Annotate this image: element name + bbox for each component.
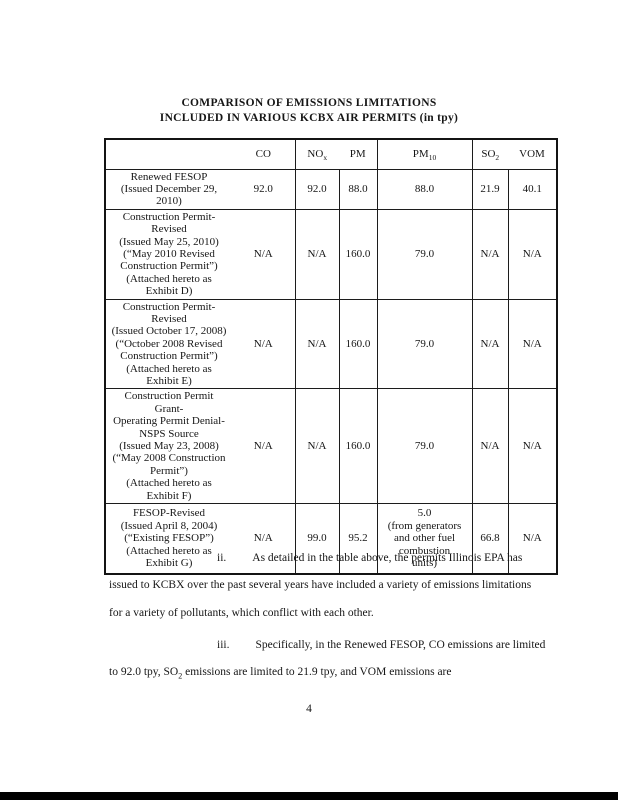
- vom-value-cell: 40.1: [507, 168, 558, 210]
- paragraph-iii-text-end: emissions are limited to 21.9 tpy, and V…: [182, 666, 452, 679]
- nox-value-cell: 92.0: [294, 168, 340, 210]
- nox-value-cell: N/A: [294, 388, 340, 505]
- emissions-table: CO NOx PM PM10 SO2 VOM Renewed FESOP (Is…: [104, 138, 558, 575]
- nox-value-cell: N/A: [294, 208, 340, 300]
- pm-value-cell: 160.0: [338, 298, 378, 390]
- page-number: 4: [306, 703, 312, 715]
- col-header-nox-subscript: x: [323, 153, 328, 163]
- scan-artifact-bottom-bar: [0, 792, 618, 800]
- nox-value-cell: N/A: [294, 298, 340, 390]
- paragraph-iii-number: iii.: [217, 639, 230, 651]
- paragraph-ii-number: ii.: [217, 552, 227, 564]
- vom-value-cell: N/A: [507, 503, 558, 575]
- permit-name-cell: FESOP-Revised (Issued April 8, 2004) (“E…: [104, 503, 232, 575]
- so2-subscript: 2: [178, 671, 183, 681]
- document-title: COMPARISON OF EMISSIONS LIMITATIONS INCL…: [0, 96, 618, 125]
- co-value-cell: N/A: [232, 298, 296, 390]
- permit-name-cell: Construction Permit-Revised (Issued May …: [104, 208, 232, 300]
- pm10-value-cell: 88.0: [376, 168, 473, 210]
- pm-value-cell: 160.0: [338, 388, 378, 505]
- pm10-value-cell: 79.0: [376, 298, 473, 390]
- col-header-co-label: CO: [255, 148, 271, 161]
- col-header-pm10-label: PM: [412, 148, 429, 161]
- col-header-pm10: PM10: [376, 138, 473, 170]
- pm10-value-cell: 79.0: [376, 208, 473, 300]
- table-row-october-2008-permit: Construction Permit-Revised (Issued Octo…: [104, 298, 558, 390]
- title-line-2: INCLUDED IN VARIOUS KCBX AIR PERMITS (in…: [159, 111, 459, 124]
- co-value-cell: N/A: [232, 208, 296, 300]
- co-value-cell: 92.0: [232, 168, 296, 210]
- title-line-1: COMPARISON OF EMISSIONS LIMITATIONS: [181, 97, 437, 109]
- vom-value-cell: N/A: [507, 298, 558, 390]
- paragraph-iii: iii. Specifically, in the Renewed FESOP, …: [109, 632, 546, 687]
- table-row-may-2008-permit: Construction Permit Grant- Operating Per…: [104, 388, 558, 505]
- so2-value-cell: 21.9: [471, 168, 509, 210]
- col-header-vom: VOM: [508, 138, 558, 170]
- so2-value-cell: N/A: [471, 388, 509, 505]
- table-row-existing-fesop: FESOP-Revised (Issued April 8, 2004) (“E…: [104, 503, 558, 575]
- col-header-vom-label: VOM: [519, 148, 545, 161]
- col-header-so2-label: SO: [481, 148, 496, 161]
- so2-value-cell: N/A: [471, 298, 509, 390]
- co-value-cell: N/A: [232, 388, 296, 505]
- pm10-value-cell: 79.0: [376, 388, 473, 505]
- paragraph-ii-text: As detailed in the table above, the perm…: [109, 552, 532, 619]
- pm-value-cell: 88.0: [338, 168, 378, 210]
- co-value-cell: N/A: [232, 503, 296, 575]
- col-header-co: CO: [232, 138, 296, 170]
- header-row: CO NOx PM PM10 SO2 VOM: [104, 138, 558, 170]
- permit-name-cell: Renewed FESOP (Issued December 29, 2010): [104, 168, 232, 210]
- col-header-so2: SO2: [471, 138, 508, 170]
- paragraph-ii: ii. As detailed in the table above, the p…: [109, 545, 546, 627]
- vom-value-cell: N/A: [507, 388, 558, 505]
- col-header-pm10-subscript: 10: [428, 153, 437, 163]
- vom-value-cell: N/A: [507, 208, 558, 300]
- col-header-pm: PM: [339, 138, 378, 170]
- table-row-renewed-fesop: Renewed FESOP (Issued December 29, 2010)…: [104, 168, 558, 210]
- permit-name-cell: Construction Permit-Revised (Issued Octo…: [104, 298, 232, 390]
- col-header-nox-label: NO: [307, 148, 324, 161]
- paragraph-iii-text-start: Specifically, in the Renewed FESOP, CO e…: [109, 639, 546, 679]
- pm-value-cell: 160.0: [338, 208, 378, 300]
- col-header-nox: NOx: [294, 138, 339, 170]
- so2-value-cell: 66.8: [471, 503, 509, 575]
- col-header-permit: [104, 138, 232, 170]
- col-header-so2-subscript: 2: [495, 153, 500, 163]
- table-row-may-2010-permit: Construction Permit-Revised (Issued May …: [104, 208, 558, 300]
- so2-value-cell: N/A: [471, 208, 509, 300]
- permit-name-cell: Construction Permit Grant- Operating Per…: [104, 388, 232, 505]
- pm10-value-cell: 5.0 (from generators and other fuel comb…: [376, 503, 473, 575]
- col-header-pm-label: PM: [349, 148, 366, 161]
